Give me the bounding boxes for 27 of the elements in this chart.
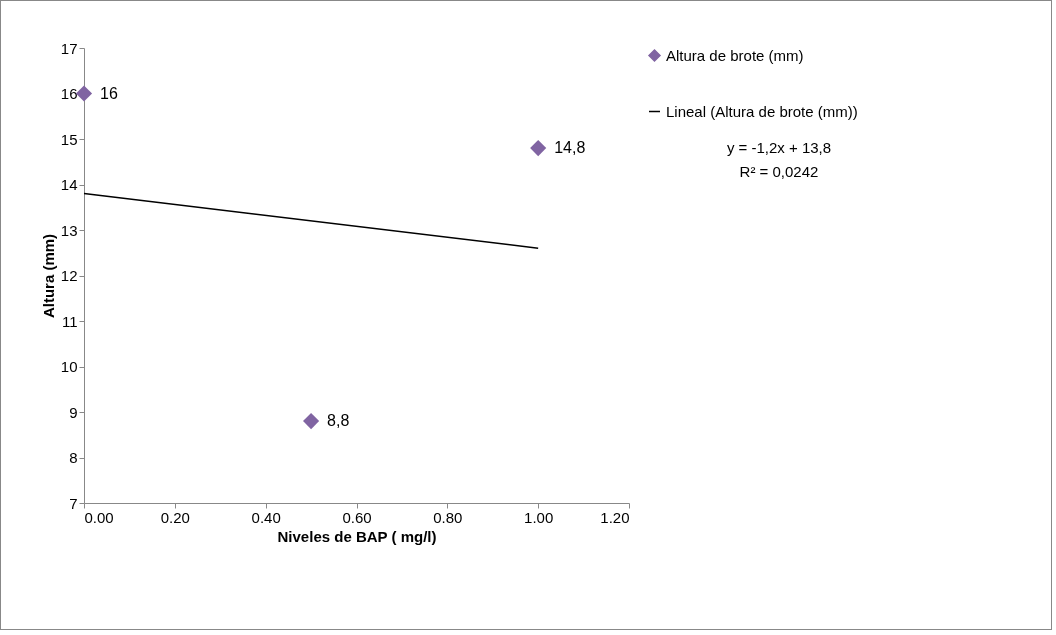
x-axis-title: Niveles de BAP ( mg/l) [277,527,437,545]
x-tick-label: 1.20 [600,508,630,526]
y-tick-label: 7 [69,494,78,512]
x-tick-label: 0.00 [84,508,114,526]
y-tick-label: 11 [61,312,78,330]
x-tick-label: 0.60 [342,508,372,526]
y-tick-label: 12 [60,267,78,284]
x-tick-label: 0.20 [160,508,190,526]
data-label: 14,8 [554,139,586,157]
y-tick-label: 16 [60,85,78,102]
text: y = -1,2x + 13,8 [726,139,832,156]
data-label: 8,8 [327,412,350,430]
legend-label: Altura de brote (mm) [666,46,804,64]
data-label: 16 [100,84,118,102]
y-tick-label: 13 [60,221,78,239]
y-tick-label: 8 [69,449,78,466]
y-axis-title: Altura (mm) [39,233,57,319]
x-tick-label: 1.00 [524,508,554,526]
y-tick-label: 9 [69,403,78,421]
y-tick-label: 17 [60,39,78,57]
x-tick-label: 0.40 [251,508,281,526]
y-tick-label: 14 [60,176,78,193]
legend-label: Lineal (Altura de brote (mm)) [666,102,858,120]
text: R² = 0,0242 [739,163,819,180]
y-tick-label: 10 [60,358,78,375]
y-tick-label: 15 [60,130,78,148]
x-tick-label: 0.80 [433,508,463,526]
